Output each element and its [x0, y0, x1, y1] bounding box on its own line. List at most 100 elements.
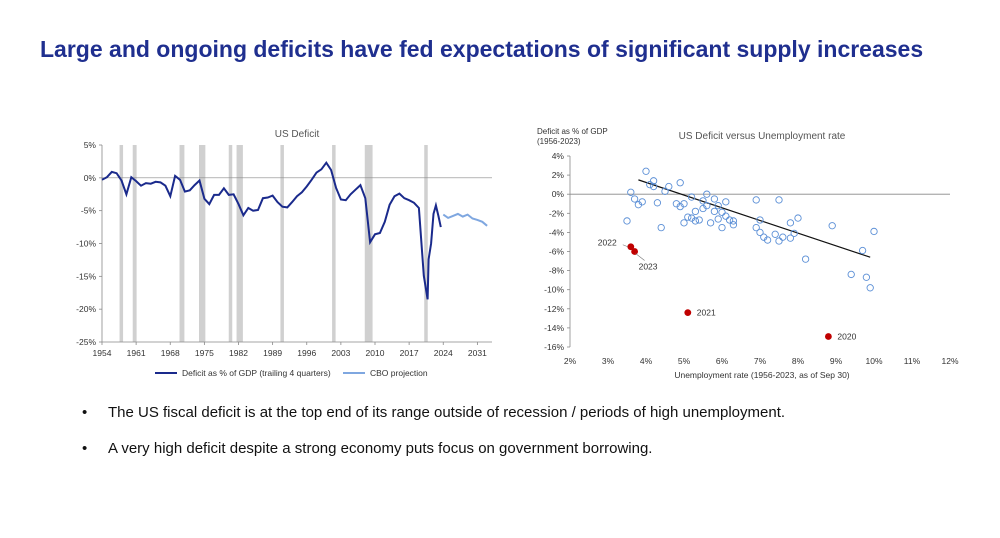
scatter-point [729, 217, 738, 225]
y-tick-label: -16% [544, 342, 564, 352]
scatter-point [722, 198, 730, 206]
scatter-point [691, 207, 700, 216]
scatter-point [676, 179, 684, 187]
x-tick-label: 10% [865, 356, 882, 366]
scatter-point [718, 223, 726, 232]
scatter-point [630, 195, 639, 203]
scatter-point [870, 227, 878, 236]
scatter-point [752, 223, 760, 232]
recession-bar [364, 145, 373, 342]
highlight-label: 2020 [837, 331, 856, 341]
scatter-point [828, 222, 836, 230]
x-tick-label: 2024 [434, 348, 453, 358]
y-tick-label: -12% [544, 304, 564, 314]
chart-title: US Deficit [275, 129, 320, 140]
scatter-point [790, 229, 798, 238]
x-tick-label: 5% [678, 356, 691, 366]
recession-bar [228, 145, 233, 342]
x-tick-label: 2017 [400, 348, 419, 358]
scatter-point [646, 181, 654, 189]
y-tick-label: -5% [81, 206, 97, 216]
scatter-point [649, 177, 658, 185]
recession-bar [179, 145, 185, 342]
bullet-text: The US fiscal deficit is at the top end … [108, 404, 786, 421]
scatter-point [642, 167, 650, 175]
scatter-point [771, 230, 779, 238]
x-tick-label: 1968 [161, 348, 180, 358]
scatter-point [661, 187, 669, 195]
scatter-point [775, 237, 783, 245]
scatter-point [699, 197, 707, 205]
scatter-point [657, 223, 665, 232]
scatter-point [714, 215, 722, 223]
recession-bar [280, 145, 284, 342]
trend-line [638, 179, 871, 258]
y-tick-label: 0% [84, 173, 97, 183]
y-tick-label: -6% [549, 247, 565, 257]
scatter-point [722, 212, 730, 220]
y-tick-label: -25% [76, 337, 96, 347]
us-deficit-chart: 5% 0% -5% -10% -15% -20% -25%1954 1961 1968 1975 1… [76, 129, 492, 378]
highlight-point-2021 [684, 309, 692, 317]
scatter-point [703, 190, 711, 198]
y-tick-label: -14% [544, 323, 564, 333]
slide-title: Large and ongoing deficits have fed expe… [40, 36, 924, 62]
recession-bar [332, 145, 336, 342]
bullet-item: • A very high deficit despite a strong ec… [82, 440, 785, 458]
recession-bar [132, 145, 137, 342]
x-tick-label: 6% [716, 356, 729, 366]
scatter-point [729, 221, 738, 229]
x-tick-label: 1989 [263, 348, 282, 358]
deficit-line [101, 160, 442, 300]
y-tick-label: -15% [76, 271, 96, 281]
x-tick-label: 1954 [93, 348, 112, 358]
scatter-point [756, 228, 764, 237]
scatter-point [684, 213, 692, 221]
highlight-label: 2022 [598, 238, 617, 248]
scatter-point [653, 199, 662, 207]
y-tick-label: -2% [549, 208, 565, 218]
x-tick-label: 2031 [468, 348, 487, 358]
scatter-point [627, 188, 635, 196]
scatter-point [801, 255, 810, 263]
scatter-point [687, 193, 696, 201]
x-tick-label: 2010 [366, 348, 385, 358]
scatter-point [680, 200, 688, 208]
highlight-point-2020 [825, 333, 832, 340]
recession-bar [424, 145, 428, 342]
scatter-point [638, 198, 646, 206]
deficit-vs-unemployment-chart: 4%2%0%-2%-4%-6%-8%-10%-12%-14%-16%2% 3% 4%… [537, 127, 959, 380]
x-tick-label: 3% [602, 356, 615, 366]
x-tick-label: 8% [792, 356, 805, 366]
scatter-point [649, 182, 658, 191]
bullet-list: • The US fiscal deficit is at the top end… [82, 404, 785, 476]
scatter-point [703, 202, 711, 210]
scatter-point [718, 208, 726, 216]
x-tick-label: 1961 [127, 348, 146, 358]
scatter-point [725, 216, 734, 224]
y-axis-label: (1956-2023) [537, 137, 581, 146]
y-axis-label: Deficit as % of GDP [537, 127, 608, 136]
scatter-point [786, 234, 795, 242]
x-tick-label: 9% [830, 356, 843, 366]
x-tick-label: 11% [904, 356, 921, 366]
label-leader [622, 244, 628, 248]
highlight-point-2023 [631, 248, 638, 255]
scatter-point [858, 246, 867, 255]
bullet-glyph: • [82, 404, 88, 421]
scatter-point [862, 273, 871, 281]
scatter-point [691, 217, 700, 225]
y-tick-label: -10% [76, 239, 96, 249]
recession-bar [199, 145, 206, 342]
scatter-point [706, 219, 715, 227]
scatter-point [710, 207, 719, 216]
x-tick-label: 1996 [297, 348, 316, 358]
x-tick-label: 2% [564, 356, 577, 366]
bullet-item: • The US fiscal deficit is at the top end… [82, 404, 785, 422]
scatter-point [756, 216, 764, 224]
cbo-projection-line [442, 212, 488, 227]
scatter-point [680, 219, 688, 227]
legend-label: CBO projection [370, 368, 428, 378]
scatter-point [714, 202, 722, 210]
bullet-glyph: • [82, 440, 88, 457]
